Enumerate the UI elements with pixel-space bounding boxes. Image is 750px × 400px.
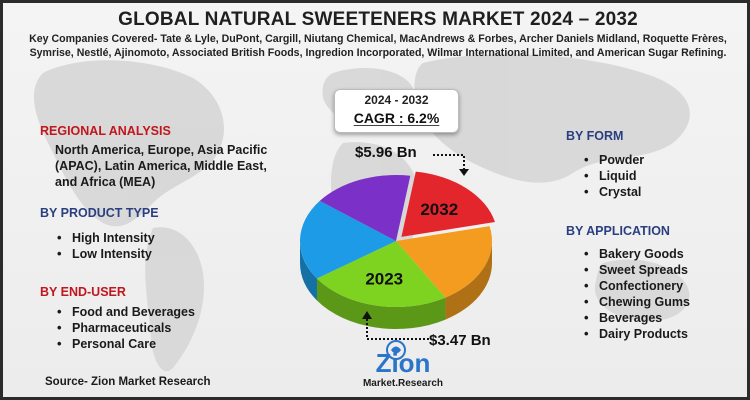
list-item: Pharmaceuticals (55, 320, 195, 336)
logo-subtitle: Market.Research (363, 378, 443, 389)
source-note: Source- Zion Market Research (45, 376, 211, 388)
list-item: Dairy Products (582, 326, 690, 342)
cagr-value: CAGR : 6.2% (353, 110, 440, 126)
pie-slice (316, 241, 446, 307)
list-item: Food and Beverages (55, 304, 195, 320)
pie-slice (319, 175, 411, 241)
page-title: GLOBAL NATURAL SWEETENERS MARKET 2024 – … (118, 9, 638, 30)
cagr-years: 2024 - 2032 (364, 93, 429, 107)
list-item: Powder (582, 152, 644, 168)
value-label-2023: $3.47 Bn (429, 332, 491, 349)
form-heading: BY FORM (566, 129, 624, 143)
pie-slice (300, 200, 396, 279)
application-list: Bakery Goods Sweet Spreads Confectionery… (582, 246, 690, 342)
cagr-box: 2024 - 2032 CAGR : 6.2% (334, 89, 459, 133)
value-label-2032: $5.96 Bn (355, 144, 417, 161)
list-item: Liquid (582, 168, 644, 184)
regional-analysis-heading: REGIONAL ANALYSIS (40, 124, 171, 138)
end-user-list: Food and Beverages Pharmaceuticals Perso… (55, 304, 195, 352)
list-item: Crystal (582, 184, 644, 200)
pie-slice-side (300, 241, 317, 301)
key-companies-subtitle: Key Companies Covered- Tate & Lyle, DuPo… (29, 33, 727, 59)
list-item: Personal Care (55, 336, 195, 352)
arrow-2023-icon (362, 311, 429, 340)
arrow-2032-icon (433, 154, 469, 176)
form-list: Powder Liquid Crystal (582, 152, 644, 200)
list-item: Confectionery (582, 278, 690, 294)
pie-slice (396, 226, 492, 298)
product-type-heading: BY PRODUCT TYPE (40, 206, 159, 220)
pie-slice-side (445, 241, 492, 320)
list-item: Low Intensity (55, 246, 155, 262)
application-heading: BY APPLICATION (566, 224, 670, 238)
pie-slice-side (316, 278, 446, 329)
list-item: Bakery Goods (582, 246, 690, 262)
list-item: Beverages (582, 310, 690, 326)
end-user-heading: BY END-USER (40, 285, 126, 299)
list-item: High Intensity (55, 230, 155, 246)
list-item: Chewing Gums (582, 294, 690, 310)
logo-wordmark: Zion (376, 348, 431, 378)
pie-slice-label: 2032 (420, 200, 458, 219)
market-pie-chart: 2032 2023 (300, 171, 495, 329)
pie-slice (401, 171, 495, 237)
list-item: Sweet Spreads (582, 262, 690, 278)
regional-analysis-text: North America, Europe, Asia Pacific (APA… (55, 143, 268, 189)
zion-logo: Zion Market.Research (363, 340, 443, 389)
pie-slice-label: 2023 (365, 269, 403, 288)
product-type-list: High Intensity Low Intensity (55, 230, 155, 262)
